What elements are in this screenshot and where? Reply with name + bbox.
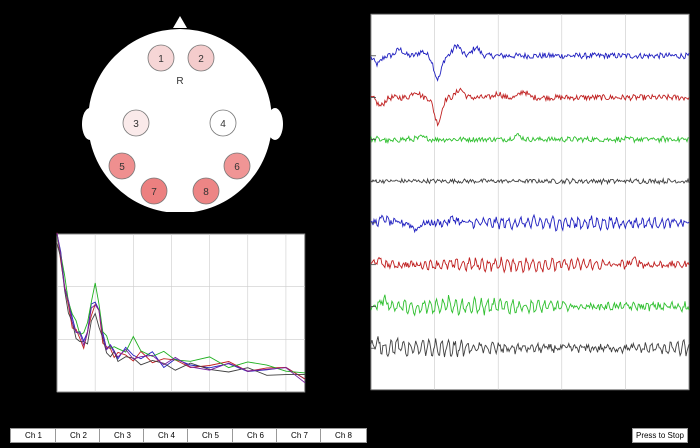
channel-1-button[interactable]: Ch 1 — [10, 428, 57, 443]
eeg-ytick-label: -2 — [358, 94, 366, 103]
eeg-xtick-label: 0 — [687, 394, 692, 403]
eeg-channel-3-trace — [370, 132, 690, 145]
electrode-label-2: 2 — [198, 54, 204, 65]
channel-4-button[interactable]: Ch 4 — [143, 428, 190, 443]
spectrum-xtick-label: 50 — [243, 395, 252, 404]
channel-2-button[interactable]: Ch 2 — [55, 428, 102, 443]
spectrum-ytick-label: 10 — [44, 283, 53, 292]
eeg-channel-7-trace — [370, 294, 690, 317]
electrode-label-1: 1 — [158, 54, 164, 65]
eeg-ylabel: EEG Channel — [341, 170, 352, 231]
eeg-ytick-label: -6 — [358, 261, 366, 270]
spectrum-series-line — [56, 235, 306, 374]
eeg-ytick-label: -3 — [358, 135, 366, 144]
eeg-ytick-label: -1 — [358, 52, 366, 61]
eeg-traces-chart: -5 -4 -3 -2 -1 0 -1 -2 -3 -4 -5 -6 -7 -8 -9 Time (sec)… — [341, 13, 692, 414]
eeg-channel-8-trace — [370, 336, 690, 358]
spectrum-series-line — [56, 232, 306, 380]
spectrum-xlabel: Frequency (Hz) — [147, 404, 216, 415]
eeg-channel-1-trace — [370, 43, 690, 82]
eeg-xtick-label: -3 — [495, 394, 503, 403]
channel-5-button[interactable]: Ch 5 — [187, 428, 234, 443]
electrode-label-4: 4 — [220, 119, 226, 130]
spectrum-xtick-label: 20 — [129, 395, 138, 404]
eeg-xtick-label: -1 — [622, 394, 630, 403]
electrode-label-7: 7 — [151, 187, 157, 198]
electrode-label-8: 8 — [203, 187, 209, 198]
spectrum-chart: 0 10 20 30 40 50 60 100 10 1 Frequency (Hz) EEG A… — [16, 230, 306, 415]
head-side-label: R — [176, 76, 183, 87]
spectrum-xtick-label: 30 — [167, 395, 176, 404]
spectrum-series-line — [56, 243, 306, 376]
eeg-ytick-label: -5 — [358, 219, 366, 228]
eeg-channel-4-trace — [370, 177, 690, 186]
eeg-xtick-label: -5 — [367, 394, 375, 403]
spectrum-xtick-label: 60 — [281, 395, 290, 404]
eeg-xtick-label: -4 — [431, 394, 439, 403]
electrode-label-3: 3 — [133, 119, 139, 130]
head-outline — [88, 29, 272, 212]
spectrum-series-line — [56, 233, 306, 384]
electrode-head-map: R 1 2 3 4 5 6 7 8 — [82, 16, 283, 212]
spectrum-ytick-label: 1 — [49, 335, 54, 344]
spectrum-xtick-label: 0 — [55, 395, 60, 404]
channel-3-button[interactable]: Ch 3 — [99, 428, 146, 443]
electrode-4 — [209, 109, 237, 137]
eeg-channel-2-trace — [370, 87, 690, 127]
channel-7-button[interactable]: Ch 7 — [276, 428, 323, 443]
electrode-3 — [122, 109, 150, 137]
electrode-6 — [223, 152, 251, 180]
spectrum-xtick-label: 40 — [205, 395, 214, 404]
spectrum-xtick-label: 10 — [91, 395, 100, 404]
head-nose — [173, 16, 187, 28]
eeg-channel-5-trace — [370, 213, 690, 234]
channel-8-button[interactable]: Ch 8 — [320, 428, 367, 443]
spectrum-ylabel: EEG Amplitude (uV/sqrt(Hz)) — [16, 262, 25, 365]
eeg-plot-area — [370, 13, 690, 391]
eeg-ytick-label: -7 — [358, 302, 366, 311]
eeg-xtick-label: -2 — [558, 394, 566, 403]
electrode-label-6: 6 — [234, 162, 240, 173]
eeg-xlabel: Time (sec) — [507, 403, 554, 414]
eeg-ytick-label: -9 — [358, 386, 366, 395]
spectrum-ytick-label: 100 — [40, 230, 54, 239]
channel-6-button[interactable]: Ch 6 — [232, 428, 279, 443]
electrode-5 — [108, 152, 136, 180]
electrode-8 — [192, 177, 220, 205]
eeg-channel-6-trace — [370, 256, 690, 274]
electrode-label-5: 5 — [119, 162, 125, 173]
eeg-ytick-label: -4 — [358, 177, 366, 186]
eeg-ytick-label: -8 — [358, 344, 366, 353]
stop-button[interactable]: Press to Stop — [632, 428, 688, 443]
electrode-7 — [140, 177, 168, 205]
electrode-1 — [147, 44, 175, 72]
electrode-2 — [187, 44, 215, 72]
